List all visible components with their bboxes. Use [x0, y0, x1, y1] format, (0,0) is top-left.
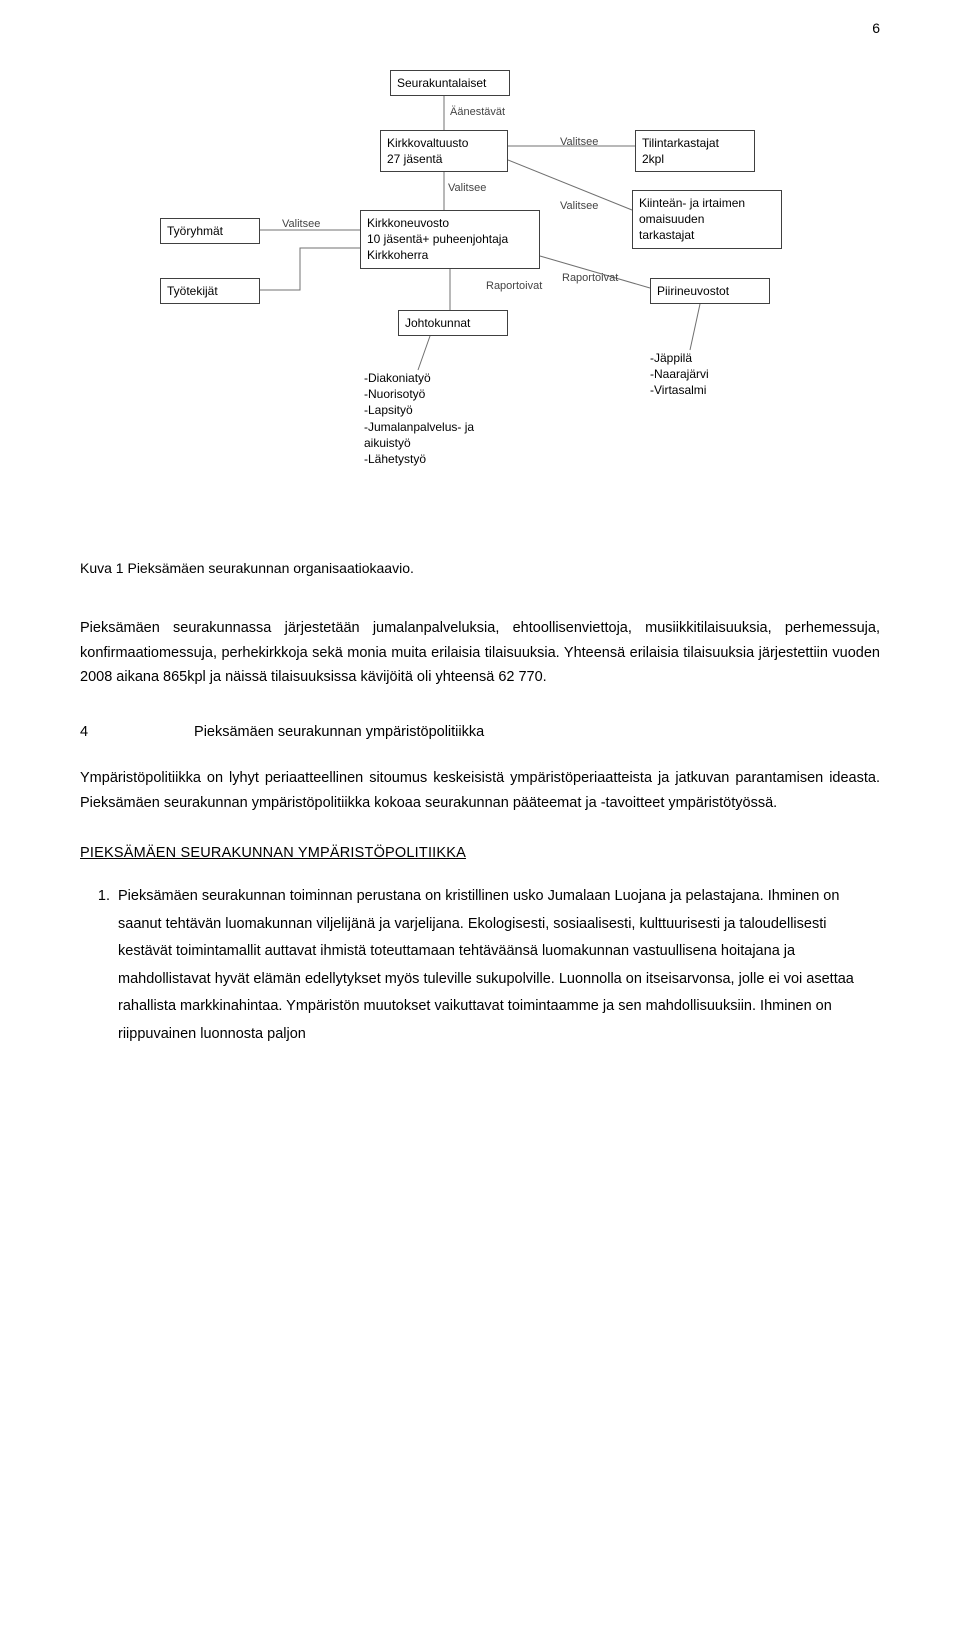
edge-label: Raportoivat — [486, 280, 542, 292]
diagram-node-tyoryhmat: Työryhmät — [160, 218, 260, 244]
section-heading: 4 Pieksämäen seurakunnan ympäristöpoliti… — [80, 724, 880, 740]
policy-list: Pieksämäen seurakunnan toiminnan perusta… — [80, 883, 880, 1048]
diagram-textblock-works: -Diakoniatyö-Nuorisotyö-Lapsityö-Jumalan… — [364, 370, 474, 467]
section-number: 4 — [80, 724, 190, 740]
org-diagram: Seurakuntalaiset Kirkkovaltuusto27 jäsent… — [130, 60, 830, 520]
diagram-node-kirkkovaltuusto: Kirkkovaltuusto27 jäsentä — [380, 130, 508, 172]
section-title: Pieksämäen seurakunnan ympäristöpolitiik… — [194, 724, 484, 740]
edge-label: Valitsee — [560, 136, 598, 148]
policy-item: Pieksämäen seurakunnan toiminnan perusta… — [114, 883, 880, 1048]
edge-label: Raportoivat — [562, 272, 618, 284]
edge-label: Valitsee — [282, 218, 320, 230]
edge-label: Valitsee — [560, 200, 598, 212]
edge-label: Valitsee — [448, 182, 486, 194]
edge-label: Äänestävät — [450, 106, 505, 118]
diagram-node-johtokunnat: Johtokunnat — [398, 310, 508, 336]
diagram-node-omaisuus: Kiinteän- ja irtaimenomaisuudentarkastaj… — [632, 190, 782, 249]
diagram-node-seurakuntalaiset: Seurakuntalaiset — [390, 70, 510, 96]
diagram-textblock-places: -Jäppilä-Naarajärvi-Virtasalmi — [650, 350, 709, 399]
diagram-node-kirkkoneuvosto: Kirkkoneuvosto10 jäsentä+ puheenjohtajaK… — [360, 210, 540, 269]
page-number: 6 — [872, 20, 880, 36]
intro-paragraph: Pieksämäen seurakunnassa järjestetään ju… — [80, 616, 880, 690]
figure-caption: Kuva 1 Pieksämäen seurakunnan organisaat… — [80, 560, 880, 576]
diagram-node-tyotekijat: Työtekijät — [160, 278, 260, 304]
policy-heading: PIEKSÄMÄEN SEURAKUNNAN YMPÄRISTÖPOLITIIK… — [80, 845, 880, 861]
diagram-node-tilintarkastajat: Tilintarkastajat2kpl — [635, 130, 755, 172]
diagram-node-piirineuvostot: Piirineuvostot — [650, 278, 770, 304]
policy-intro: Ympäristöpolitiikka on lyhyt periaatteel… — [80, 766, 880, 815]
